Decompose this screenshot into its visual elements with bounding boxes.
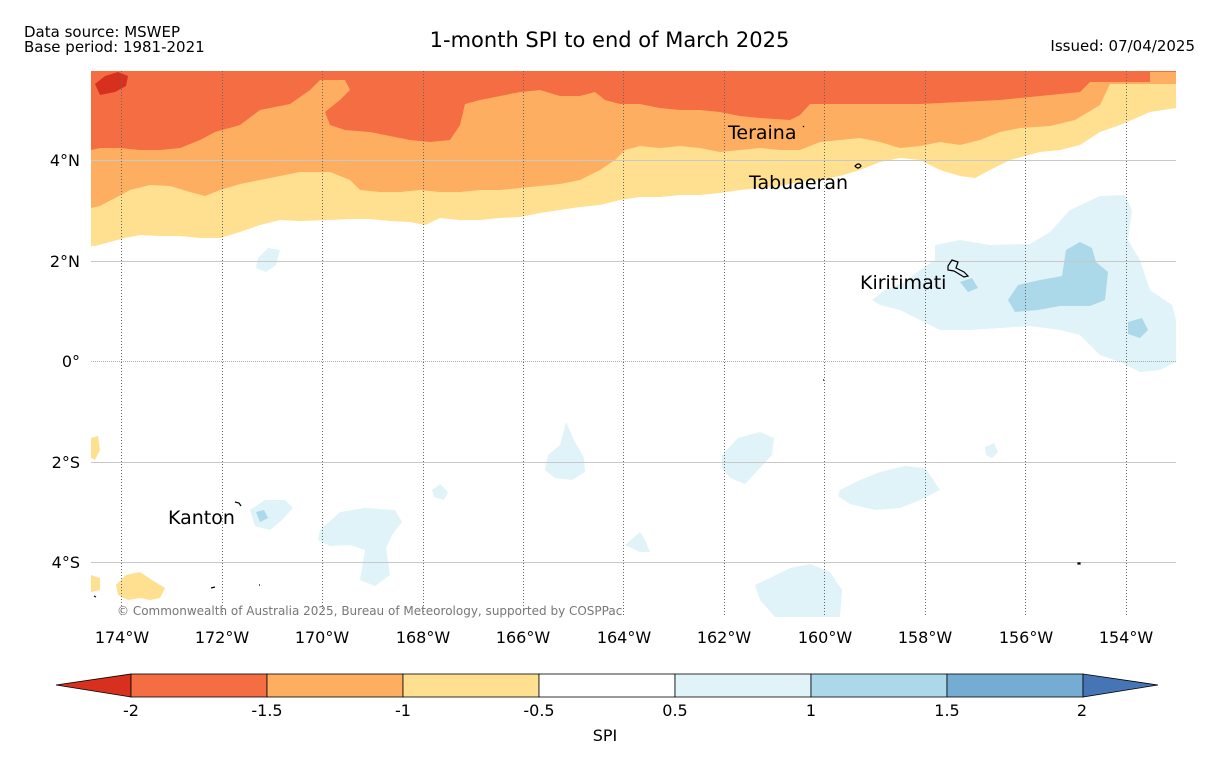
colorbar-above-max bbox=[1082, 673, 1159, 698]
lon-label-162w: 162°W bbox=[697, 628, 752, 647]
small-island-5 bbox=[93, 595, 97, 598]
spi-region-lightblue-7 bbox=[256, 248, 280, 272]
spi-region-lightblue-8 bbox=[432, 484, 448, 500]
islands bbox=[93, 125, 1081, 598]
issued-date-label: Issued: 07/04/2025 bbox=[1050, 37, 1195, 55]
colorbar-tick--1.5: -1.5 bbox=[251, 701, 282, 720]
colorbar-bin-2 bbox=[266, 673, 404, 698]
place-label-tabuaeran: Tabuaeran bbox=[748, 172, 848, 194]
lon-label-160w: 160°W bbox=[798, 628, 853, 647]
spi-region-lightblue-2 bbox=[722, 432, 774, 484]
map-title: 1-month SPI to end of March 2025 bbox=[429, 28, 790, 52]
lon-label-170w: 170°W bbox=[295, 628, 350, 647]
spi-field bbox=[91, 71, 1176, 617]
small-island-3 bbox=[210, 586, 216, 589]
lon-label-174w: 174°W bbox=[95, 628, 150, 647]
lat-label-4s: 4°S bbox=[52, 553, 80, 572]
lon-label-158w: 158°W bbox=[898, 628, 953, 647]
spi-region-red bbox=[95, 72, 128, 95]
lat-label-2s: 2°S bbox=[52, 453, 80, 472]
colorbar-tick--0.5: -0.5 bbox=[523, 701, 554, 720]
data-source-label: Data source: MSWEP bbox=[24, 23, 181, 41]
colorbar-tick-1: 1 bbox=[806, 701, 816, 720]
lon-label-164w: 164°W bbox=[597, 628, 652, 647]
colorbar-bin-7 bbox=[946, 673, 1084, 698]
lon-label-166w: 166°W bbox=[496, 628, 551, 647]
place-label-teraina: Teraina bbox=[727, 122, 797, 144]
spi-region-lightblue-east bbox=[872, 195, 1176, 372]
colorbar-tick--2: -2 bbox=[123, 701, 139, 720]
spi-region-lightblue-9 bbox=[625, 532, 650, 552]
spi-region-lightblue-5 bbox=[318, 508, 402, 586]
spi-region-yellow-sw bbox=[116, 572, 165, 600]
colorbar-tick-2: 2 bbox=[1077, 701, 1087, 720]
lon-label-154w: 154°W bbox=[1099, 628, 1154, 647]
base-period-label: Base period: 1981-2021 bbox=[24, 38, 205, 56]
lon-label-172w: 172°W bbox=[195, 628, 250, 647]
colorbar-bin-1 bbox=[130, 673, 268, 698]
lat-label-4n: 4°N bbox=[50, 151, 80, 170]
teraina-island bbox=[802, 125, 805, 128]
copyright-notice: © Commonwealth of Australia 2025, Bureau… bbox=[117, 604, 622, 618]
spi-region-lightblue-1 bbox=[545, 422, 585, 480]
colorbar-tick-0.5: 0.5 bbox=[662, 701, 687, 720]
place-label-kanton: Kanton bbox=[168, 507, 235, 529]
lon-label-156w: 156°W bbox=[999, 628, 1054, 647]
lat-gridlines bbox=[91, 160, 1176, 563]
colorbar-bin-6 bbox=[810, 673, 948, 698]
colorbar bbox=[55, 673, 1159, 698]
colorbar-bin-5 bbox=[674, 673, 812, 698]
lon-label-168w: 168°W bbox=[396, 628, 451, 647]
spi-region-lightblue-4 bbox=[755, 564, 842, 617]
lon-gridlines bbox=[121, 71, 1127, 617]
spi-region-lightblue-10 bbox=[985, 443, 998, 458]
lat-label-0: 0° bbox=[62, 352, 80, 371]
spi-region-lightblue-3 bbox=[838, 466, 940, 510]
spi-region-dark-orange bbox=[91, 71, 1176, 150]
spi-region-midblue-2 bbox=[1128, 318, 1148, 338]
spi-region-midblue-1 bbox=[1008, 242, 1108, 312]
colorbar-bin-4 bbox=[538, 673, 676, 698]
colorbar-label: SPI bbox=[593, 726, 618, 745]
small-island-2 bbox=[1077, 562, 1081, 565]
colorbar-tick--1: -1 bbox=[395, 701, 411, 720]
lat-label-2n: 2°N bbox=[50, 252, 80, 271]
place-label-kiritimati: Kiritimati bbox=[860, 272, 946, 294]
colorbar-bin-3 bbox=[402, 673, 540, 698]
spi-region-midblue-3 bbox=[960, 278, 978, 292]
colorbar-below-min bbox=[55, 673, 132, 698]
spi-region-yellow-sw2 bbox=[91, 575, 100, 592]
kanton-island bbox=[234, 501, 242, 507]
kiritimati-island bbox=[947, 259, 970, 278]
spi-region-lightblue-6 bbox=[250, 500, 293, 530]
tabuaeran-island bbox=[854, 163, 862, 169]
spi-region-midblue-4 bbox=[256, 510, 268, 522]
colorbar-tick-1.5: 1.5 bbox=[934, 701, 959, 720]
spi-region-yellow-w bbox=[91, 436, 100, 460]
